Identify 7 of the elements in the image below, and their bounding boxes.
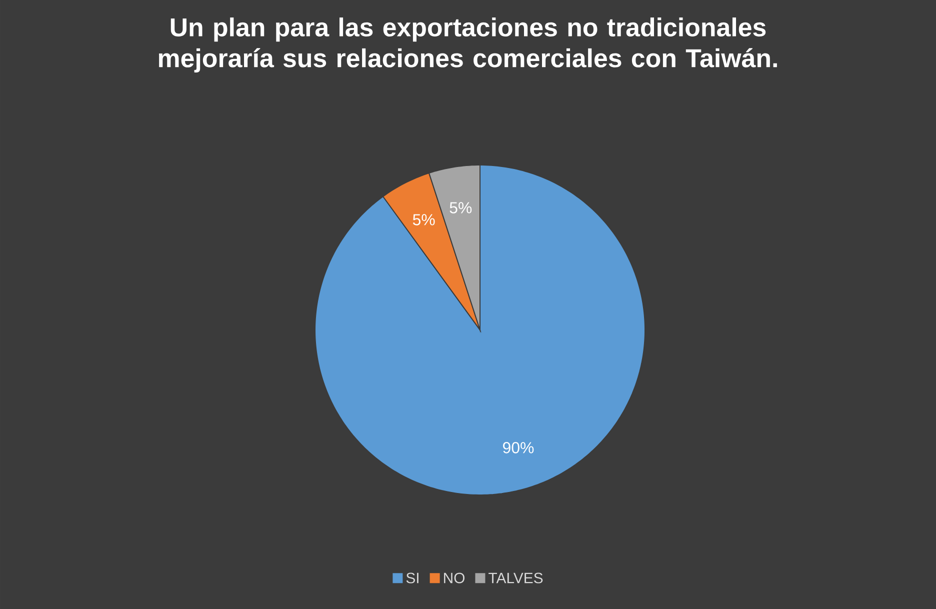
data-label: 5% xyxy=(450,202,472,214)
legend-label: SI xyxy=(406,572,418,584)
chart-title: Un plan para las exportaciones no tradicionales mejoraría sus relaciones comerciales con Taiwán. xyxy=(158,18,777,73)
data-label: 90% xyxy=(503,442,534,454)
legend-label: NO xyxy=(444,572,465,584)
data-label: 5% xyxy=(412,214,435,226)
legend-label: TALVES xyxy=(488,572,543,584)
